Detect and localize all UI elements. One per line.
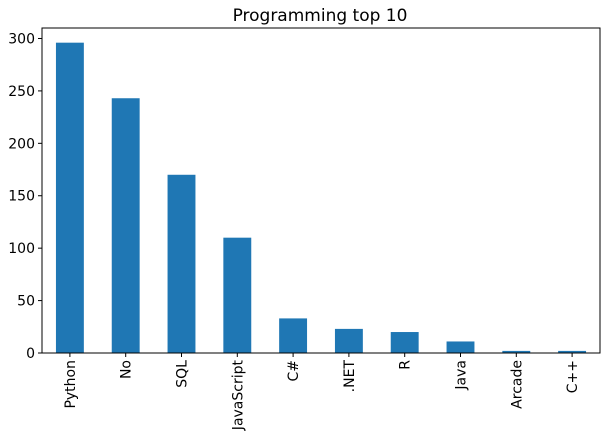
y-tick-label: 250 xyxy=(8,84,35,100)
bars-group xyxy=(55,42,587,353)
bar-3 xyxy=(223,237,252,353)
bar-5 xyxy=(334,328,363,353)
plot-area-frame xyxy=(41,27,601,354)
x-tick-label: Python xyxy=(63,360,79,409)
x-tick-label: .NET xyxy=(342,360,358,393)
x-axis: Python No SQL JavaScript C# .NET R Java Arcade C+… xyxy=(63,353,581,431)
x-tick-label: JavaScript xyxy=(230,359,246,431)
y-tick-label: 50 xyxy=(17,294,35,310)
y-axis: 0 50 100 150 200 250 300 xyxy=(8,31,42,362)
y-tick-label: 200 xyxy=(8,136,35,152)
bar-4 xyxy=(279,318,308,353)
y-tick-label: 100 xyxy=(8,241,35,257)
x-tick-label: No xyxy=(119,360,135,379)
x-tick-label: SQL xyxy=(175,360,191,388)
bar-6 xyxy=(390,332,419,353)
bar-1 xyxy=(111,98,140,353)
y-tick-label: 0 xyxy=(26,346,35,362)
x-tick-label: R xyxy=(398,360,414,370)
bar-7 xyxy=(446,341,475,353)
chart-title: Programming top 10 xyxy=(233,6,408,26)
x-tick-label: Arcade xyxy=(509,360,525,409)
bar-9 xyxy=(558,350,587,353)
x-tick-label: C++ xyxy=(565,360,581,393)
bar-8 xyxy=(502,350,531,353)
x-tick-label: C# xyxy=(286,360,302,382)
bar-2 xyxy=(167,174,196,353)
y-tick-label: 150 xyxy=(8,189,35,205)
x-tick-label: Java xyxy=(454,360,470,391)
y-tick-label: 300 xyxy=(8,31,35,47)
bar-0 xyxy=(55,42,84,353)
